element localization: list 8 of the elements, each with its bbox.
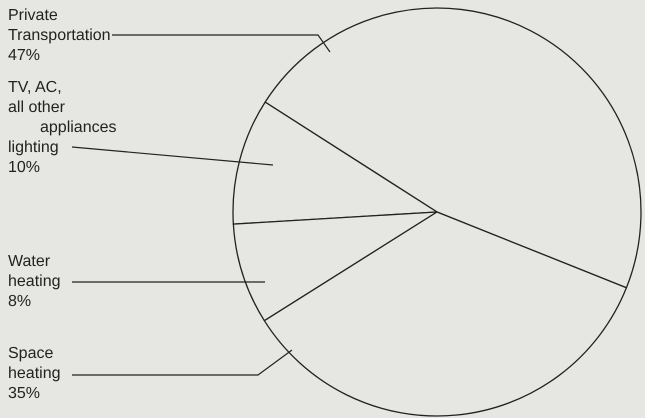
slice-label: Private Transportation — [8, 7, 111, 44]
slice-label: Water heating — [8, 253, 60, 290]
slice-label: TV, AC, all other appliances lighting — [8, 79, 116, 156]
data-label: 10% — [8, 159, 40, 176]
data-label: 35% — [8, 385, 40, 402]
data-label: 8% — [8, 293, 32, 310]
data-label: 47% — [8, 47, 40, 64]
slice-label: Space heating — [8, 345, 60, 382]
